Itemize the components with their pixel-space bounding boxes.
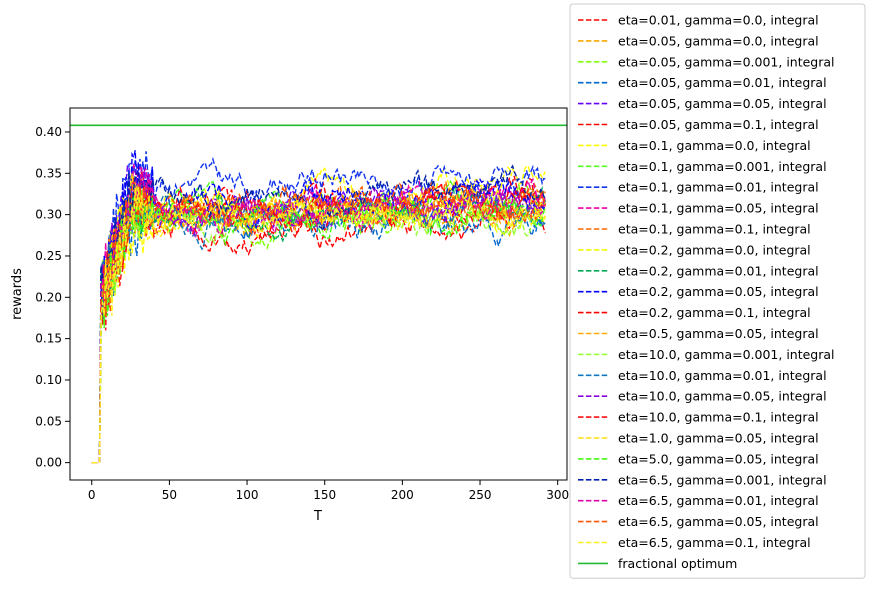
legend-label: eta=0.2, gamma=0.0, integral: [618, 242, 811, 257]
legend-label: eta=0.05, gamma=0.0, integral: [618, 33, 819, 48]
y-tick-label: 0.00: [35, 456, 62, 470]
series-line-18: [91, 191, 546, 464]
legend-label: eta=0.1, gamma=0.1, integral: [618, 222, 811, 237]
legend-label: eta=0.1, gamma=0.01, integral: [618, 180, 819, 195]
series-line-25: [91, 182, 546, 464]
x-tick-label: 50: [162, 488, 177, 502]
legend-label: eta=0.2, gamma=0.01, integral: [618, 263, 819, 278]
legend-label: eta=0.05, gamma=0.1, integral: [618, 117, 819, 132]
legend-label: eta=0.2, gamma=0.1, integral: [618, 305, 811, 320]
legend-label: eta=1.0, gamma=0.05, integral: [618, 431, 819, 446]
legend-label: eta=0.5, gamma=0.05, integral: [618, 326, 819, 341]
legend-label: eta=0.2, gamma=0.05, integral: [618, 284, 819, 299]
y-tick-label: 0.35: [35, 166, 62, 180]
y-axis-ticks: 0.00 0.05 0.10 0.15 0.20 0.25 0.30 0.35 0.40: [35, 125, 70, 470]
x-tick-label: 100: [236, 488, 259, 502]
series-line-1: [91, 188, 546, 464]
series-line-21: [91, 173, 546, 464]
legend-label: eta=6.5, gamma=0.05, integral: [618, 514, 819, 529]
legend: eta=0.01, gamma=0.0, integral eta=0.05, g…: [569, 3, 866, 579]
legend-label: eta=0.01, gamma=0.0, integral: [618, 13, 819, 28]
legend-label: eta=5.0, gamma=0.05, integral: [618, 451, 819, 466]
legend-label: eta=0.05, gamma=0.01, integral: [618, 75, 827, 90]
legend-label: eta=0.05, gamma=0.05, integral: [618, 96, 827, 111]
series-line-24: [91, 168, 546, 464]
legend-label: eta=0.1, gamma=0.05, integral: [618, 201, 819, 216]
y-tick-label: 0.15: [35, 332, 62, 346]
legend-label: eta=6.5, gamma=0.001, integral: [618, 472, 827, 487]
series-line-23: [91, 164, 546, 464]
legend-label: eta=0.1, gamma=0.0, integral: [618, 138, 811, 153]
x-axis-label: T: [313, 509, 322, 524]
x-tick-label: 200: [391, 488, 414, 502]
y-tick-label: 0.40: [35, 125, 62, 139]
x-tick-label: 250: [469, 488, 492, 502]
x-tick-label: 150: [313, 488, 336, 502]
plot-area: [69, 107, 568, 481]
x-tick-label: 300: [546, 488, 569, 502]
series-line-3: [91, 182, 546, 464]
series-line-17: [91, 192, 546, 464]
y-tick-label: 0.10: [35, 373, 62, 387]
legend-label: eta=10.0, gamma=0.1, integral: [618, 410, 819, 425]
series-line-26: [91, 186, 546, 464]
y-tick-label: 0.20: [35, 290, 62, 304]
series-line-2: [91, 187, 546, 464]
series-line-9: [91, 151, 546, 464]
legend-label: eta=6.5, gamma=0.1, integral: [618, 535, 811, 550]
x-tick-label: 0: [88, 488, 96, 502]
legend-frame: [569, 3, 866, 579]
legend-label: eta=6.5, gamma=0.01, integral: [618, 493, 819, 508]
y-tick-label: 0.30: [35, 208, 62, 222]
series-layer: [91, 150, 546, 464]
legend-label: eta=0.1, gamma=0.001, integral: [618, 159, 827, 174]
legend-label: eta=10.0, gamma=0.05, integral: [618, 389, 827, 404]
axes-frame: [69, 107, 568, 481]
y-tick-label: 0.25: [35, 249, 62, 263]
y-tick-label: 0.05: [35, 414, 62, 428]
x-axis-ticks: 0 50 100 150 200 250 300: [88, 480, 569, 502]
legend-label: eta=10.0, gamma=0.001, integral: [618, 347, 835, 362]
legend-label: eta=0.05, gamma=0.001, integral: [618, 54, 835, 69]
y-axis-label: rewards: [10, 268, 25, 320]
legend-label: eta=10.0, gamma=0.01, integral: [618, 368, 827, 383]
legend-label: fractional optimum: [618, 556, 737, 571]
